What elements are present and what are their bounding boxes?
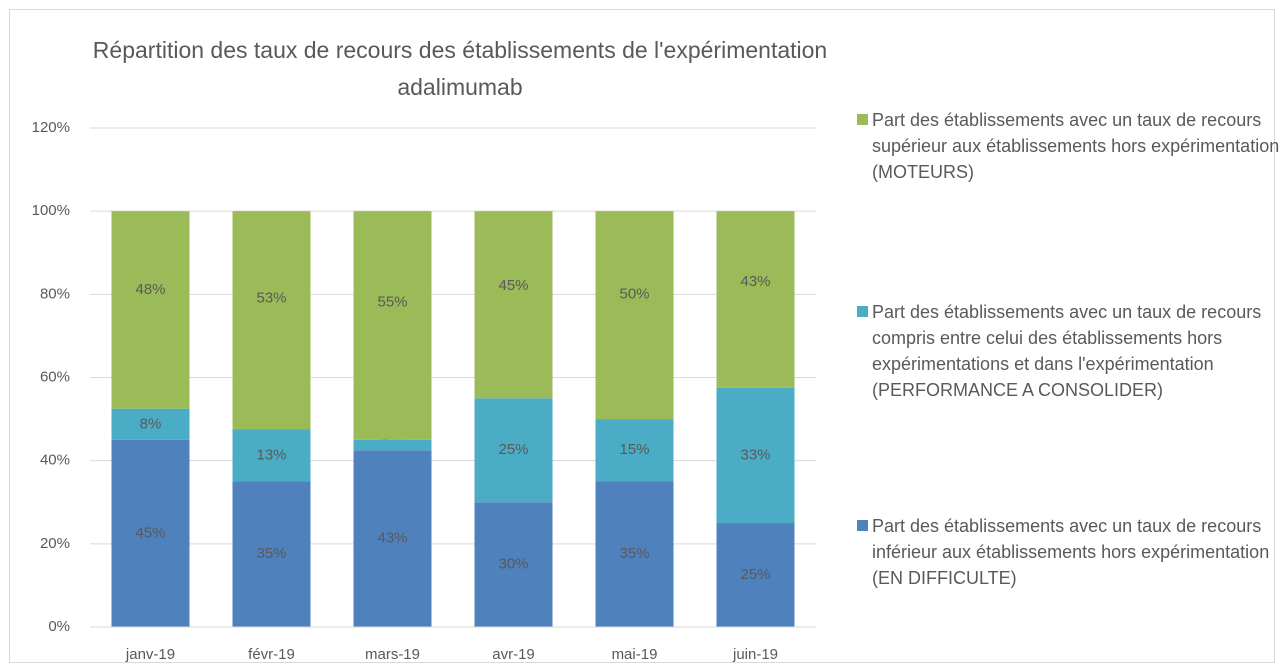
bar-segment — [353, 211, 432, 440]
data-label: 43% — [377, 530, 407, 547]
data-label: 53% — [256, 289, 286, 306]
legend-swatch — [857, 114, 868, 125]
y-tick-label: 20% — [40, 535, 70, 552]
bar-segment — [716, 523, 795, 627]
data-label: 13% — [256, 446, 286, 463]
y-tick-label: 0% — [48, 618, 70, 635]
data-label: 30% — [498, 556, 528, 573]
bar-segment — [353, 450, 432, 627]
y-tick-label: 40% — [40, 452, 70, 469]
bar-segment — [595, 419, 674, 482]
legend-item: Part des établissements avec un taux de … — [857, 299, 1282, 403]
data-label: 45% — [135, 524, 165, 541]
bar-segment — [232, 211, 311, 430]
x-tick-label: juin-19 — [732, 646, 778, 663]
data-label: 35% — [256, 545, 286, 562]
data-label: 45% — [498, 277, 528, 294]
legend-item: Part des établissements avec un taux de … — [857, 513, 1282, 591]
bar-segment — [474, 502, 553, 627]
data-label: 25% — [740, 566, 770, 583]
bar-segment — [474, 398, 553, 503]
y-tick-label: 100% — [32, 202, 70, 219]
data-label: 8% — [140, 415, 162, 432]
legend-swatch — [857, 520, 868, 531]
data-label: 48% — [135, 281, 165, 298]
legend-item: Part des établissements avec un taux de … — [857, 107, 1282, 185]
data-label: 33% — [740, 446, 770, 463]
x-tick-label: mai-19 — [612, 646, 658, 663]
x-tick-label: févr-19 — [248, 646, 295, 663]
bar-segment — [232, 481, 311, 627]
bar-segment — [474, 211, 553, 399]
y-tick-label: 120% — [32, 119, 70, 136]
bar-segment — [232, 429, 311, 482]
data-label: 55% — [377, 294, 407, 311]
bar-segment — [716, 211, 795, 388]
legend-swatch — [857, 306, 868, 317]
legend-label: Part des établissements avec un taux de … — [872, 302, 1262, 400]
data-label: 43% — [740, 273, 770, 290]
bar-segment — [353, 439, 432, 451]
frame — [9, 9, 1275, 663]
bar-segment — [595, 481, 674, 627]
data-label: 50% — [619, 285, 649, 302]
data-label: 15% — [619, 441, 649, 458]
y-tick-label: 60% — [40, 368, 70, 385]
bar-segment — [716, 387, 795, 524]
legend-label: Part des établissements avec un taux de … — [872, 110, 1280, 182]
data-label: 25% — [498, 441, 528, 458]
chart-title: Répartition des taux de recours des étab… — [92, 37, 828, 100]
x-tick-label: janv-19 — [125, 646, 175, 663]
x-tick-label: avr-19 — [492, 646, 535, 663]
y-tick-label: 80% — [40, 285, 70, 302]
bar-segment — [111, 439, 190, 627]
x-tick-label: mars-19 — [365, 646, 420, 663]
bar-segment — [111, 408, 190, 440]
bar-segment — [111, 211, 190, 409]
bar-segment — [595, 211, 674, 420]
legend-label: Part des établissements avec un taux de … — [872, 516, 1270, 588]
data-label: 35% — [619, 545, 649, 562]
